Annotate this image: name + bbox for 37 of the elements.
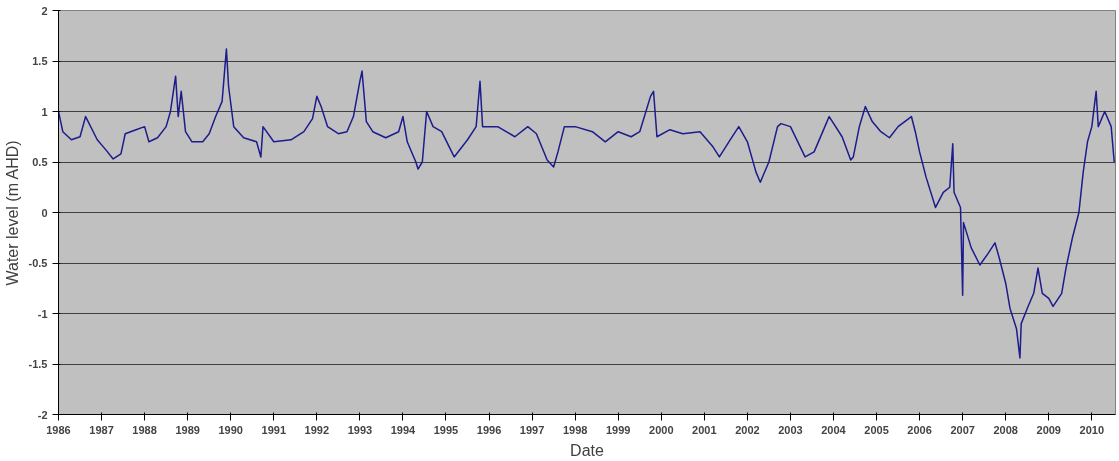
- x-tick-label: 1995: [433, 423, 459, 436]
- y-tick-label: -1: [37, 307, 48, 320]
- y-tick-label: 1: [41, 105, 48, 118]
- y-tick-label: -2: [37, 408, 48, 421]
- x-tick-label: 1990: [218, 423, 243, 436]
- line-series: [58, 48, 1115, 359]
- x-tick-label: 1991: [261, 423, 287, 436]
- x-tick-label: 2000: [649, 423, 674, 436]
- x-tick-label: 1989: [175, 423, 200, 436]
- x-tick-label: 2005: [864, 423, 889, 436]
- y-tick-label: 0.5: [32, 156, 48, 168]
- x-tick-label: 1999: [605, 423, 631, 436]
- x-tick-label: 1986: [46, 423, 71, 436]
- x-tick-label: 2002: [735, 423, 760, 436]
- y-tick-label: -0.5: [28, 257, 48, 269]
- x-axis-title: Date: [570, 441, 604, 459]
- x-tick-label: 2007: [950, 423, 975, 436]
- x-tick-label: 2008: [993, 423, 1018, 436]
- y-axis-title: Water level (m AHD): [3, 140, 21, 286]
- y-tick-label: 1.5: [32, 55, 48, 67]
- x-tick-label: 1993: [347, 423, 373, 436]
- x-tick-label: 2001: [692, 423, 717, 436]
- x-tick-label: 1987: [89, 423, 114, 436]
- x-tick-label: 1996: [476, 423, 502, 436]
- y-tick-label: 0: [41, 206, 48, 219]
- x-tick-label: 1988: [132, 423, 157, 436]
- x-tick-label: 1998: [562, 423, 588, 436]
- x-tick-label: 2009: [1036, 423, 1062, 436]
- x-tick-label: 1992: [304, 423, 330, 436]
- x-tick-label: 2006: [907, 423, 932, 436]
- y-tick-label: -1.5: [28, 358, 48, 370]
- x-tick-label: 2004: [821, 423, 847, 436]
- x-tick-label: 1997: [519, 423, 545, 436]
- x-tick-label: 2010: [1079, 423, 1105, 436]
- y-tick-label: 2: [41, 4, 48, 17]
- x-tick-label: 1994: [390, 423, 417, 436]
- x-tick-label: 2003: [778, 423, 803, 436]
